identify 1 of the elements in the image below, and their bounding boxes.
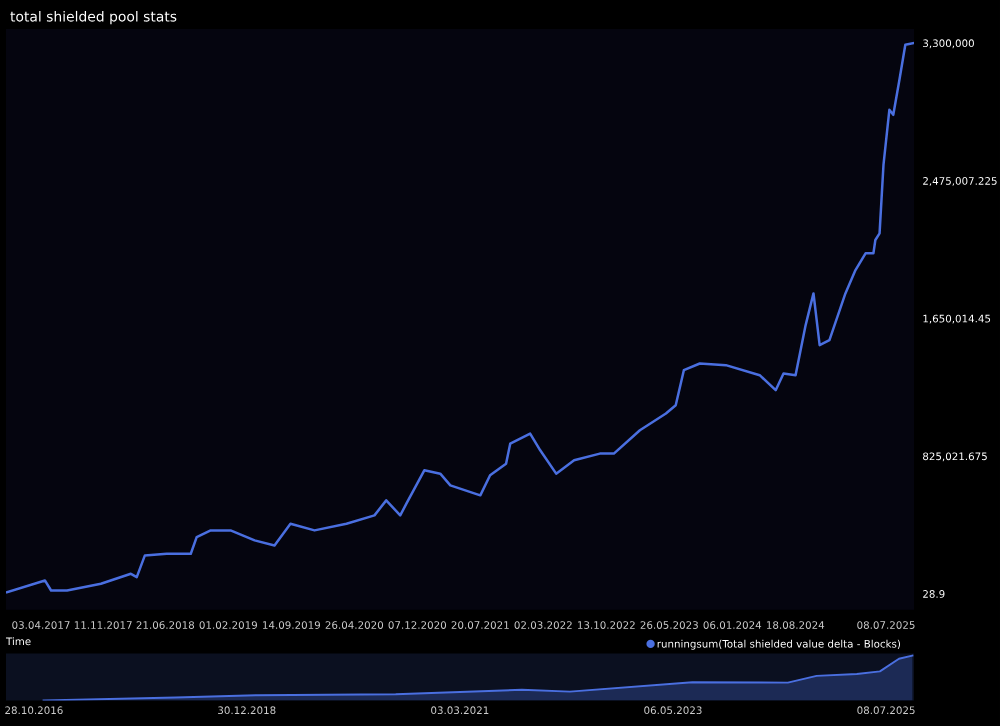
line-series xyxy=(6,41,914,594)
